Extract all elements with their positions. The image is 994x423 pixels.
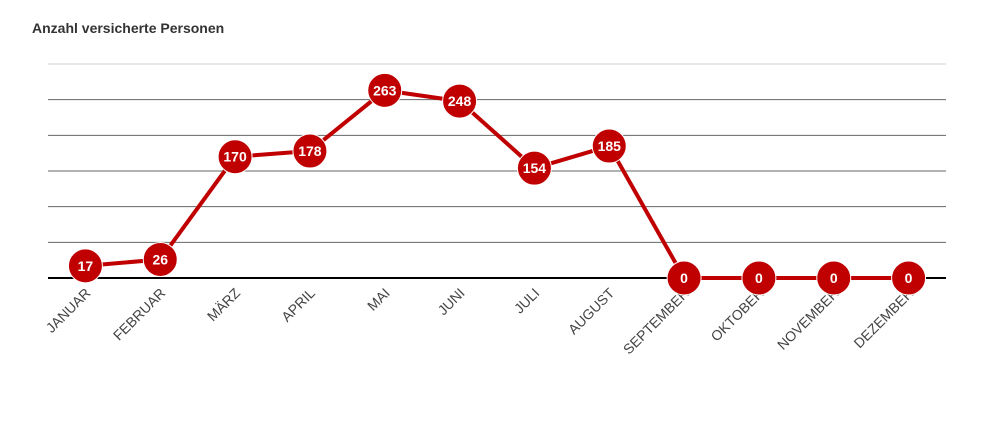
point: [591, 128, 627, 164]
point: [442, 83, 478, 119]
x-tick-label: MAI: [364, 285, 393, 314]
x-tick-label: JUNI: [434, 285, 467, 318]
x-tick-label: APRIL: [278, 285, 318, 325]
chart-title: Anzahl versicherte Personen: [32, 20, 224, 36]
point: [367, 72, 403, 108]
x-tick-label: JANUAR: [43, 285, 94, 336]
point: [292, 133, 328, 169]
data-label: 263: [373, 82, 397, 98]
point: [816, 260, 852, 296]
data-label: 178: [298, 143, 322, 159]
point: [741, 260, 777, 296]
x-tick-label: FEBRUAR: [110, 285, 169, 344]
data-label: 0: [755, 270, 763, 286]
point: [516, 150, 552, 186]
data-label: 0: [830, 270, 838, 286]
data-label: 0: [905, 270, 913, 286]
x-tick-label: SEPTEMBER: [620, 285, 692, 357]
x-tick-label: AUGUST: [565, 284, 618, 337]
data-label: 248: [448, 93, 472, 109]
data-label: 170: [223, 149, 247, 165]
data-label: 0: [680, 270, 688, 286]
point: [142, 241, 178, 277]
line: [85, 88, 909, 280]
data-label: 154: [523, 160, 547, 176]
x-tick-label: MÄRZ: [204, 284, 244, 324]
data-label: 26: [152, 251, 168, 267]
point: [67, 248, 103, 284]
data-label: 17: [78, 258, 94, 274]
point: [666, 260, 702, 296]
x-tick-label: JULI: [511, 285, 543, 317]
data-label: 185: [598, 138, 622, 154]
point: [217, 139, 253, 175]
point: [891, 260, 927, 296]
